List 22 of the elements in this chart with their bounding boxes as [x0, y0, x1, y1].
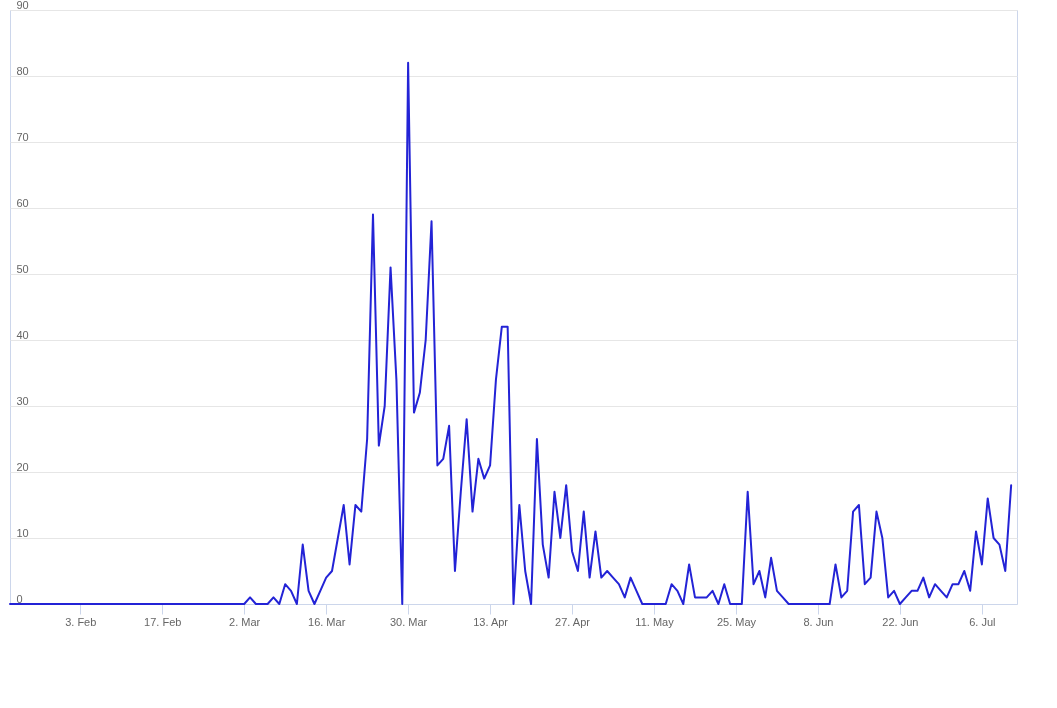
x-tick-label: 25. May — [716, 615, 757, 628]
y-tick-label: 50 — [16, 262, 29, 275]
x-tick-label: 30. Mar — [389, 615, 428, 628]
y-tick-label: 70 — [16, 130, 29, 143]
y-tick-label: 40 — [16, 328, 29, 341]
y-tick-label: 0 — [16, 592, 23, 605]
y-tick-label: 60 — [16, 196, 29, 209]
x-tick-label: 16. Mar — [308, 615, 346, 628]
y-tick-label: 30 — [16, 394, 29, 407]
y-tick-label: 90 — [16, 0, 29, 11]
x-tick-label: 11. May — [635, 615, 675, 628]
x-tick-label: 13. Apr — [473, 615, 509, 628]
x-tick-label: 17. Feb — [144, 615, 182, 628]
x-tick-label: 8. Jun — [803, 615, 834, 628]
x-tick-label: 3. Feb — [65, 615, 97, 628]
y-tick-label: 80 — [16, 64, 29, 77]
x-tick-label: 27. Apr — [555, 615, 591, 628]
x-tick-label: 22. Jun — [882, 615, 919, 628]
x-tick-label: 2. Mar — [229, 615, 261, 628]
y-tick-label: 10 — [16, 526, 29, 539]
y-tick-label: 20 — [16, 460, 29, 473]
x-tick-label: 6. Jul — [969, 615, 996, 628]
